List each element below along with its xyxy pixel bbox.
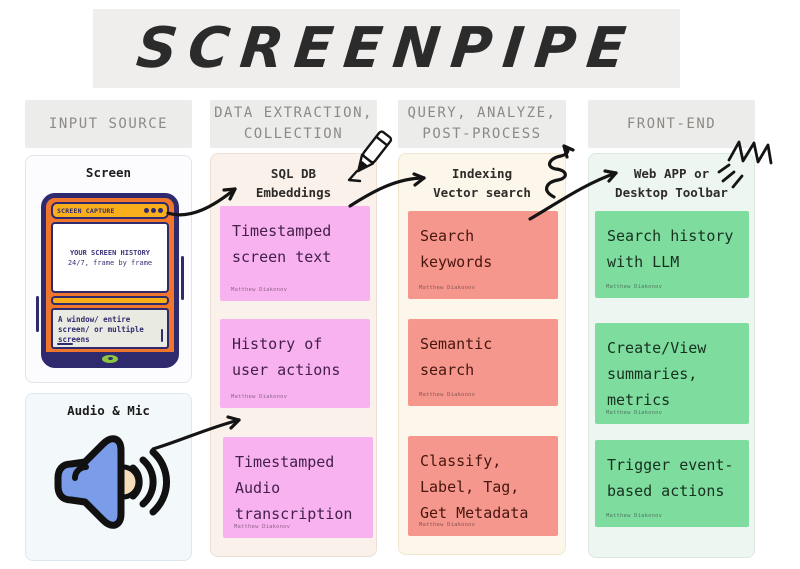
watermark: Matthew Diakonov [419, 522, 476, 528]
note-card-history-user-actions: History of user actions Matthew Diakonov [220, 319, 370, 408]
subtitle-line: Vector search [433, 185, 531, 200]
header-data-extraction: DATA EXTRACTION, COLLECTION [210, 100, 377, 148]
watermark: Matthew Diakonov [231, 394, 288, 400]
decorative-dash [161, 329, 163, 342]
header-label: DATA EXTRACTION, [214, 105, 373, 121]
note-card-create-view-summaries: Create/View summaries, metrics Matthew D… [595, 323, 749, 424]
monitor-taskbar [51, 296, 169, 305]
note-card-search-keywords: Search keywords Matthew Diakonov [408, 211, 558, 299]
monitor-button-icon [102, 354, 118, 363]
screen-input-card: Screen SCREEN CAPTURE YOUR SCREEN HISTOR… [25, 155, 192, 383]
decorative-dash [57, 343, 73, 345]
panel-query-analyze: Indexing Vector search Search keywords M… [398, 153, 566, 555]
monitor-text-line1: YOUR SCREEN HISTORY [69, 248, 151, 257]
monitor-note-area: A window/ entire screen/ or multiple scr… [51, 308, 169, 349]
accent-mark [36, 296, 39, 332]
monitor-titlebar-label: SCREEN CAPTURE [57, 206, 115, 215]
panel-front-end: Web APP or Desktop Toolbar Search histor… [588, 153, 755, 558]
monitor-base [46, 352, 174, 365]
monitor-titlebar: SCREEN CAPTURE [51, 202, 169, 219]
subtitle-line: Indexing [451, 166, 513, 181]
subtitle-line: SQL DB [270, 166, 317, 181]
watermark: Matthew Diakonov [234, 524, 291, 530]
screen-card-title: Screen [85, 165, 132, 180]
subtitle-line: Embeddings [255, 185, 332, 200]
header-front-end: FRONT-END [588, 100, 755, 148]
title-banner: SCREENPIPE [93, 9, 680, 88]
subtitle-line: Web APP or [633, 166, 710, 181]
panel-data-extraction: SQL DB Embeddings Timestamped screen tex… [210, 153, 377, 557]
header-label: POST-PROCESS [422, 126, 542, 142]
window-dots-icon [144, 208, 163, 213]
monitor-note-text: A window/ entire screen/ or multiple scr… [58, 315, 144, 344]
panel-subtitle-sql-db: SQL DB Embeddings [211, 154, 376, 202]
note-card-semantic-search: Semantic search Matthew Diakonov [408, 319, 558, 406]
note-card-classify-label-tag: Classify, Label, Tag, Get Metadata Matth… [408, 436, 558, 536]
watermark: Matthew Diakonov [606, 410, 663, 416]
watermark: Matthew Diakonov [606, 284, 663, 290]
watermark: Matthew Diakonov [606, 513, 663, 519]
header-label: COLLECTION [243, 126, 344, 142]
header-input-source: INPUT SOURCE [25, 100, 192, 148]
monitor-text-line2: 24/7, frame by frame [67, 258, 153, 267]
note-card-trigger-actions: Trigger event-based actions Matthew Diak… [595, 440, 749, 527]
audio-input-card: Audio & Mic [25, 393, 192, 561]
audio-card-title: Audio & Mic [67, 403, 150, 418]
header-query-analyze: QUERY, ANALYZE, POST-PROCESS [398, 100, 566, 148]
screen-capture-illustration: SCREEN CAPTURE YOUR SCREEN HISTORY 24/7,… [41, 193, 179, 368]
header-label: QUERY, ANALYZE, [407, 105, 557, 121]
watermark: Matthew Diakonov [231, 287, 288, 293]
accent-mark [181, 256, 184, 300]
subtitle-line: Desktop Toolbar [615, 185, 728, 200]
header-label: INPUT SOURCE [48, 115, 169, 132]
note-card-audio-transcription: Timestamped Audio transcription Matthew … [223, 437, 373, 538]
monitor-screen-area: YOUR SCREEN HISTORY 24/7, frame by frame [51, 222, 169, 293]
note-card-search-history-llm: Search history with LLM Matthew Diakonov [595, 211, 749, 298]
page-title: SCREENPIPE [133, 16, 640, 81]
watermark: Matthew Diakonov [419, 392, 476, 398]
header-label: FRONT-END [626, 115, 717, 132]
speaker-icon [54, 435, 170, 529]
watermark: Matthew Diakonov [419, 285, 476, 291]
note-card-timestamped-screen-text: Timestamped screen text Matthew Diakonov [220, 206, 370, 301]
panel-subtitle-indexing: Indexing Vector search [399, 154, 565, 202]
panel-subtitle-web-app: Web APP or Desktop Toolbar [589, 154, 754, 202]
